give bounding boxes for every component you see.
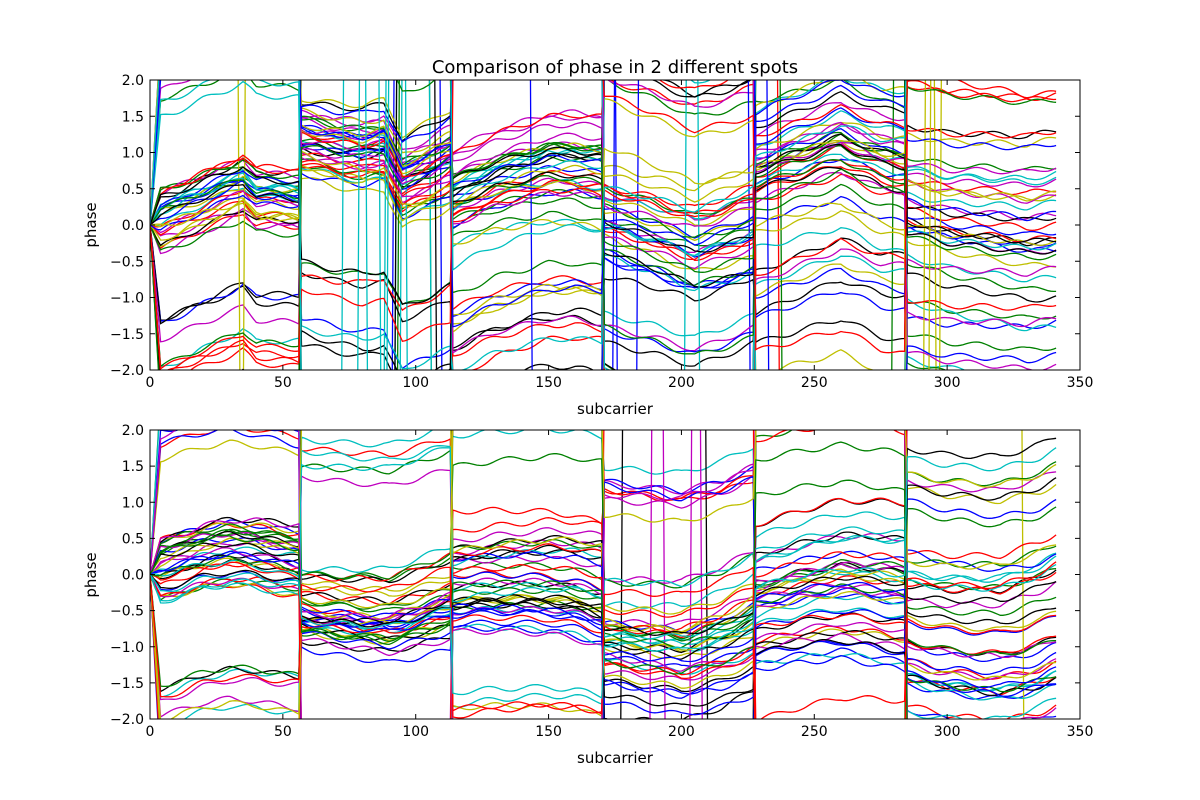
- y-tick-label: 0.5: [122, 182, 144, 198]
- series-line: [150, 80, 1057, 370]
- series-line: [150, 86, 1057, 370]
- x-axis-label: subcarrier: [577, 400, 654, 418]
- x-axis-label: subcarrier: [577, 749, 654, 767]
- y-tick-label: −0.5: [110, 254, 144, 270]
- x-tick-label: 100: [402, 375, 429, 391]
- bottom-chart: 0 50 100 150 200 250 300 350 −2.0 −1.5 −1.0 −0.5 0.0…: [82, 423, 1093, 767]
- x-tick-label: 150: [535, 724, 562, 740]
- x-tick-label: 350: [1067, 375, 1094, 391]
- x-tick-label: 0: [146, 724, 155, 740]
- series-line: [150, 447, 1057, 699]
- top-chart: Comparison of phase in 2 different spots…: [82, 57, 1093, 418]
- y-tick-label: 0.0: [122, 568, 144, 584]
- chart-title: Comparison of phase in 2 different spots: [432, 57, 798, 78]
- y-axis-label: phase: [82, 202, 100, 247]
- x-tick-label: 300: [934, 724, 961, 740]
- y-tick-label: 1.0: [122, 146, 144, 162]
- y-tick-label: −1.5: [110, 676, 144, 692]
- series-group: [150, 80, 1057, 370]
- series-line: [150, 80, 907, 370]
- y-tick-label: 1.5: [122, 109, 144, 125]
- tick-group: 0 50 100 150 200 250 300 350 −2.0 −1.5 −1.0 −0.5 0.0…: [110, 73, 1093, 391]
- y-tick-label: 1.0: [122, 495, 144, 511]
- y-tick-label: 2.0: [122, 73, 144, 89]
- y-tick-label: 0.0: [122, 218, 144, 234]
- x-tick-label: 150: [535, 375, 562, 391]
- y-tick-label: −0.5: [110, 604, 144, 620]
- series-line: [150, 561, 1057, 719]
- x-tick-label: 50: [274, 724, 292, 740]
- x-tick-label: 250: [801, 375, 828, 391]
- series-group: [150, 430, 1057, 719]
- x-tick-label: 250: [801, 724, 828, 740]
- x-tick-label: 50: [274, 375, 292, 391]
- x-tick-label: 300: [934, 375, 961, 391]
- x-tick-label: 200: [668, 724, 695, 740]
- y-tick-label: −1.0: [110, 291, 144, 307]
- y-axis-label: phase: [82, 552, 100, 597]
- y-tick-label: 2.0: [122, 423, 144, 439]
- y-tick-label: −2.0: [110, 712, 144, 728]
- y-tick-label: 0.5: [122, 531, 144, 547]
- x-tick-label: 0: [146, 375, 155, 391]
- x-tick-label: 350: [1067, 724, 1094, 740]
- y-tick-label: −1.0: [110, 640, 144, 656]
- y-tick-label: −1.5: [110, 327, 144, 343]
- x-tick-label: 200: [668, 375, 695, 391]
- x-tick-label: 100: [402, 724, 429, 740]
- y-tick-label: 1.5: [122, 459, 144, 475]
- tick-group: 0 50 100 150 200 250 300 350 −2.0 −1.5 −1.0 −0.5 0.0…: [110, 423, 1093, 740]
- y-tick-label: −2.0: [110, 363, 144, 379]
